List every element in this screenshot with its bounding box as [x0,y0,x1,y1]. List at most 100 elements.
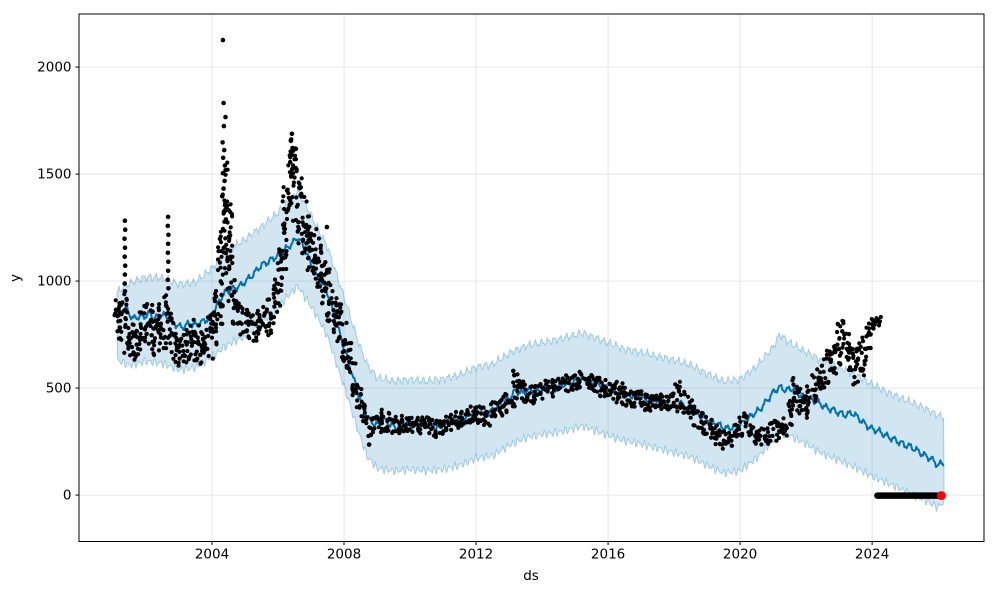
observed-point [169,316,174,321]
observed-point [169,350,174,355]
observed-point [284,216,290,222]
observed-point [835,329,840,335]
observed-point [212,296,217,301]
observed-point [744,420,749,426]
observed-point [489,414,494,419]
observed-point [712,426,717,431]
observed-point [115,329,120,334]
observed-point [209,335,215,340]
observed-point [226,208,231,213]
observed-point [804,415,810,420]
observed-point [709,417,714,422]
observed-point [374,414,379,419]
outlier-point [220,140,225,145]
observed-point [126,346,131,351]
observed-point [370,427,376,433]
observed-point [287,202,292,207]
observed-point [592,383,598,388]
observed-point [661,399,666,405]
observed-point [321,294,326,299]
observed-point [527,391,532,396]
observed-point [453,414,458,419]
observed-point [597,377,602,383]
observed-point [304,222,309,227]
observed-point [130,345,135,350]
observed-point [187,330,192,335]
observed-point [454,422,459,427]
observed-point [231,321,236,326]
observed-point [850,346,855,352]
observed-point [499,411,504,416]
observed-point [119,329,124,334]
observed-point [163,300,168,305]
observed-point [453,409,459,415]
observed-point [387,411,392,416]
observed-point [815,367,820,372]
observed-point [851,355,856,360]
observed-point [424,415,430,420]
observed-point [397,431,402,436]
observed-point [354,405,359,410]
observed-point [751,425,756,430]
observed-point [770,433,775,438]
observed-point [871,318,876,323]
observed-point [810,373,815,378]
observed-point [349,341,354,346]
observed-point [227,285,232,290]
observed-point [168,341,173,346]
observed-point [737,415,742,420]
observed-point [272,295,277,300]
observed-point [206,333,211,338]
observed-point [791,382,796,387]
observed-point [326,299,332,304]
observed-point [787,404,792,409]
observed-point [853,367,858,372]
observed-point [268,311,273,316]
observed-point [797,411,802,416]
observed-point [228,225,233,230]
observed-point [744,414,749,420]
observed-point [557,385,563,390]
observed-point [331,313,336,318]
observed-point [347,359,352,365]
observed-point [821,357,827,362]
observed-point [319,263,324,269]
observed-point [167,327,172,332]
observed-point [152,336,157,341]
observed-point [611,396,616,401]
observed-point [203,347,208,352]
observed-point [302,194,307,200]
observed-point [113,298,118,303]
observed-point [603,391,608,396]
observed-point [427,431,432,436]
observed-point [292,175,297,180]
observed-point [795,408,800,413]
observed-point [281,194,286,199]
observed-point [122,350,127,355]
outlier-point [122,227,128,232]
observed-point [761,427,767,432]
observed-point [323,288,328,294]
observed-point [198,352,203,357]
observed-point [577,385,582,390]
observed-point [559,379,564,384]
observed-point [253,322,258,327]
observed-point [720,442,725,447]
observed-point [227,230,232,235]
observed-point [493,413,498,418]
observed-point [281,267,286,272]
observed-point [682,389,687,394]
observed-point [767,421,773,426]
observed-point [364,416,369,421]
observed-point [157,341,162,346]
observed-point [334,296,339,301]
observed-point [874,316,879,321]
observed-point [592,388,597,393]
observed-point [280,248,285,253]
observed-point [272,304,277,309]
observed-point [589,373,594,378]
observed-point [870,325,875,330]
observed-point [201,342,206,347]
observed-point [127,331,132,337]
outlier-point [223,114,228,120]
